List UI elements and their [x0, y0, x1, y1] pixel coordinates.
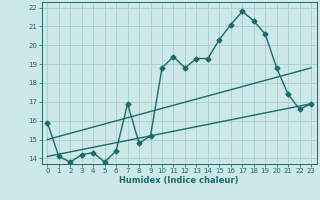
X-axis label: Humidex (Indice chaleur): Humidex (Indice chaleur): [119, 176, 239, 185]
